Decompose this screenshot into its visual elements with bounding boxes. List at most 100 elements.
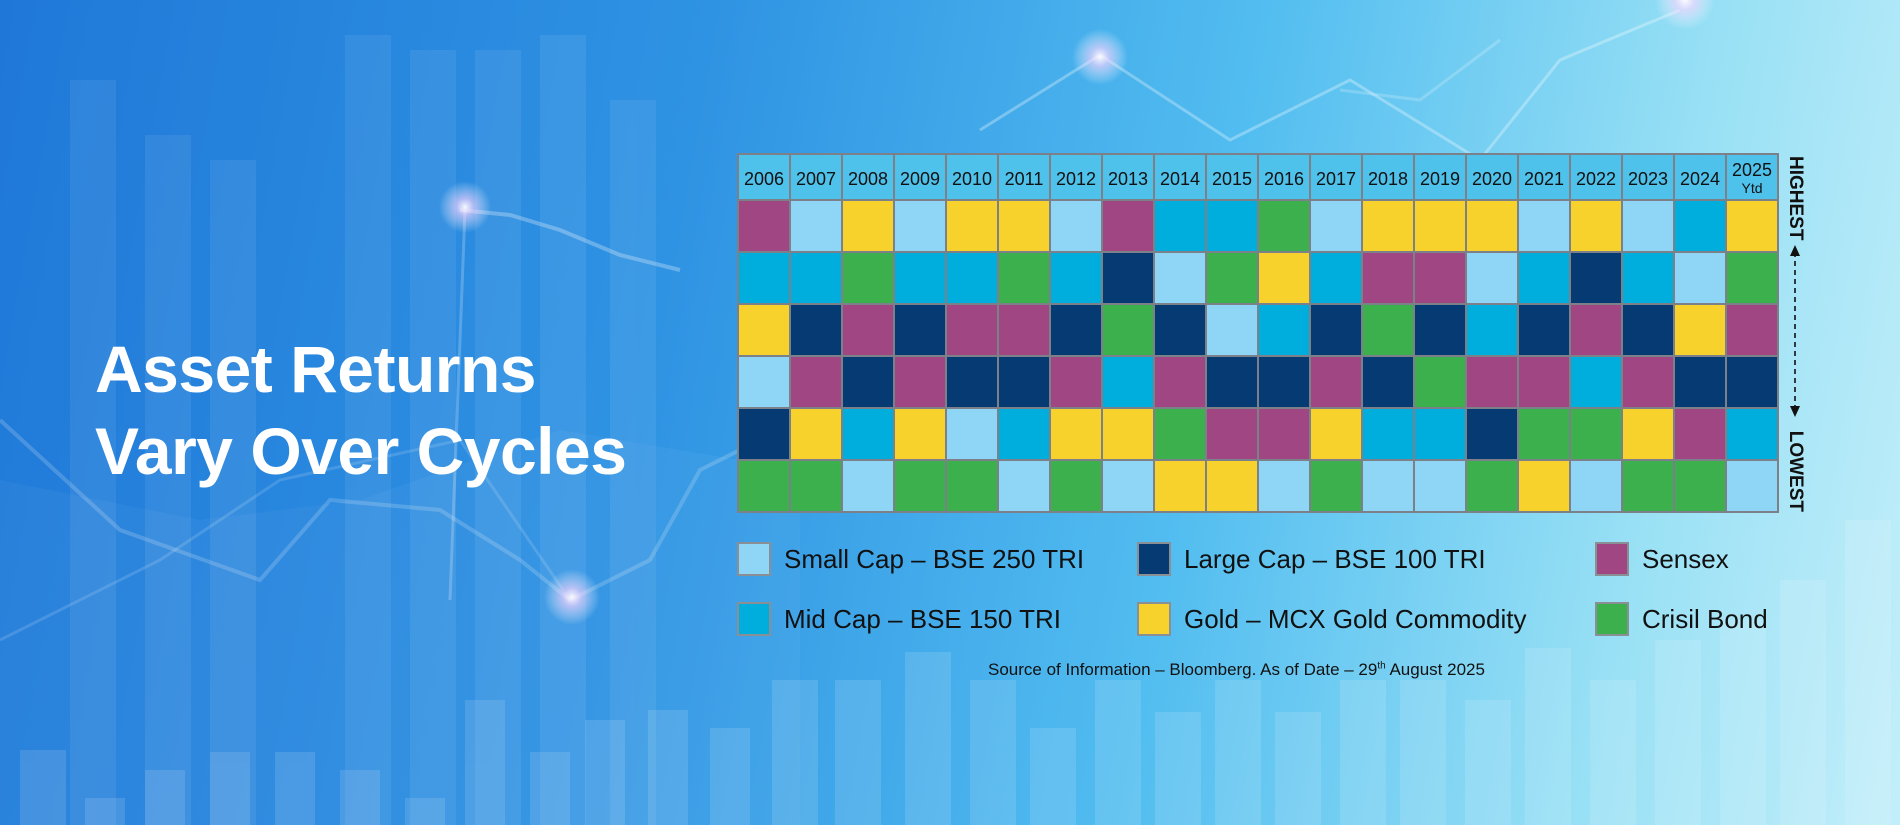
cell-2013-rank-6-small: [1101, 459, 1155, 513]
legend-label-crisil-bond: Crisil Bond: [1642, 604, 1768, 634]
cell-2010-rank-3-sensex: [945, 303, 999, 357]
cell-2018-rank-1-gold: [1361, 199, 1415, 253]
legend-swatch-small-cap: [737, 542, 771, 576]
cell-2011-rank-2-bond: [997, 251, 1051, 305]
year-label-2019: 2019: [1420, 169, 1460, 189]
cell-2021-rank-6-gold: [1517, 459, 1571, 513]
cell-2015-rank-2-bond: [1205, 251, 1259, 305]
cell-2010-rank-1-gold: [945, 199, 999, 253]
source-note: Source of Information – Bloomberg. As of…: [988, 660, 1485, 680]
cell-2016-rank-3-mid: [1257, 303, 1311, 357]
cell-2009-rank-2-mid: [893, 251, 947, 305]
cell-2019-rank-2-sensex: [1413, 251, 1467, 305]
cell-2020-rank-2-small: [1465, 251, 1519, 305]
cell-2022-rank-3-sensex: [1569, 303, 1623, 357]
cell-2015-rank-6-gold: [1205, 459, 1259, 513]
cell-2022-rank-6-small: [1569, 459, 1623, 513]
cell-2006-rank-6-bond: [737, 459, 791, 513]
cell-2012-rank-3-large: [1049, 303, 1103, 357]
cell-2016-rank-2-gold: [1257, 251, 1311, 305]
cell-2025-rank-5-mid: [1725, 407, 1779, 461]
year-label-2022: 2022: [1576, 169, 1616, 189]
cell-2024-rank-5-sensex: [1673, 407, 1727, 461]
year-label-2016: 2016: [1264, 169, 1304, 189]
legend-swatch-crisil-bond: [1595, 602, 1629, 636]
cell-2022-rank-1-gold: [1569, 199, 1623, 253]
cell-2018-rank-6-small: [1361, 459, 1415, 513]
cell-2014-rank-6-gold: [1153, 459, 1207, 513]
cell-2018-rank-4-large: [1361, 355, 1415, 409]
headline-line-2: Vary Over Cycles: [95, 414, 627, 488]
heatmap-border: [737, 153, 1779, 513]
cell-2006-rank-2-mid: [737, 251, 791, 305]
cell-2014-rank-2-small: [1153, 251, 1207, 305]
cell-2013-rank-5-gold: [1101, 407, 1155, 461]
cell-2007-rank-3-large: [789, 303, 843, 357]
cell-2016-rank-6-small: [1257, 459, 1311, 513]
cell-2006-rank-1-sensex: [737, 199, 791, 253]
cell-2024-rank-1-mid: [1673, 199, 1727, 253]
cell-2021-rank-3-large: [1517, 303, 1571, 357]
cell-2023-rank-3-large: [1621, 303, 1675, 357]
cell-2007-rank-2-mid: [789, 251, 843, 305]
cell-2017-rank-3-large: [1309, 303, 1363, 357]
cell-2020-rank-3-mid: [1465, 303, 1519, 357]
cell-2017-rank-2-mid: [1309, 251, 1363, 305]
cell-2025-rank-2-bond: [1725, 251, 1779, 305]
cell-2012-rank-1-small: [1049, 199, 1103, 253]
cell-2019-rank-5-mid: [1413, 407, 1467, 461]
headline-line-1: Asset Returns: [95, 332, 536, 406]
year-label-2006: 2006: [744, 169, 784, 189]
cell-2018-rank-3-bond: [1361, 303, 1415, 357]
cell-2018-rank-5-mid: [1361, 407, 1415, 461]
cell-2023-rank-1-small: [1621, 199, 1675, 253]
cell-2013-rank-2-large: [1101, 251, 1155, 305]
cell-2007-rank-5-gold: [789, 407, 843, 461]
year-label-2017: 2017: [1316, 169, 1356, 189]
year-label-2024: 2024: [1680, 169, 1720, 189]
source-superscript: th: [1377, 660, 1386, 672]
cell-2024-rank-4-large: [1673, 355, 1727, 409]
cell-2018-rank-2-sensex: [1361, 251, 1415, 305]
year-label-2011: 2011: [1005, 169, 1044, 189]
cell-2011-rank-6-small: [997, 459, 1051, 513]
year-label-2012: 2012: [1056, 169, 1096, 189]
cell-2009-rank-1-small: [893, 199, 947, 253]
cell-2008-rank-6-small: [841, 459, 895, 513]
legend-swatch-gold: [1137, 602, 1171, 636]
cell-2025-rank-3-sensex: [1725, 303, 1779, 357]
arrow-down-icon: [1790, 406, 1800, 417]
cell-2023-rank-6-bond: [1621, 459, 1675, 513]
axis-label-lowest: LOWEST: [1785, 431, 1806, 513]
cell-2017-rank-4-sensex: [1309, 355, 1363, 409]
cell-2025-rank-4-large: [1725, 355, 1779, 409]
cell-2009-rank-5-gold: [893, 407, 947, 461]
cell-2021-rank-1-small: [1517, 199, 1571, 253]
cell-2020-rank-4-sensex: [1465, 355, 1519, 409]
cell-2008-rank-3-sensex: [841, 303, 895, 357]
page-headline: Asset Returns Vary Over Cycles: [95, 328, 627, 492]
cell-2006-rank-5-large: [737, 407, 791, 461]
cell-2010-rank-6-bond: [945, 459, 999, 513]
year-label-2014: 2014: [1160, 169, 1200, 189]
cell-2019-rank-6-small: [1413, 459, 1467, 513]
cell-2016-rank-4-large: [1257, 355, 1311, 409]
cell-2012-rank-2-mid: [1049, 251, 1103, 305]
cell-2008-rank-5-mid: [841, 407, 895, 461]
cell-2021-rank-2-mid: [1517, 251, 1571, 305]
cell-2015-rank-3-small: [1205, 303, 1259, 357]
cell-2007-rank-6-bond: [789, 459, 843, 513]
cell-2009-rank-6-bond: [893, 459, 947, 513]
cell-2011-rank-4-large: [997, 355, 1051, 409]
cell-2013-rank-4-mid: [1101, 355, 1155, 409]
cell-2019-rank-1-gold: [1413, 199, 1467, 253]
legend-label-large-cap: Large Cap – BSE 100 TRI: [1184, 544, 1486, 574]
source-prefix: Source of Information – Bloomberg. As of…: [988, 660, 1378, 679]
year-label-2013: 2013: [1108, 169, 1148, 189]
cell-2009-rank-3-large: [893, 303, 947, 357]
cell-2014-rank-1-mid: [1153, 199, 1207, 253]
cell-2017-rank-5-gold: [1309, 407, 1363, 461]
cell-2016-rank-1-bond: [1257, 199, 1311, 253]
